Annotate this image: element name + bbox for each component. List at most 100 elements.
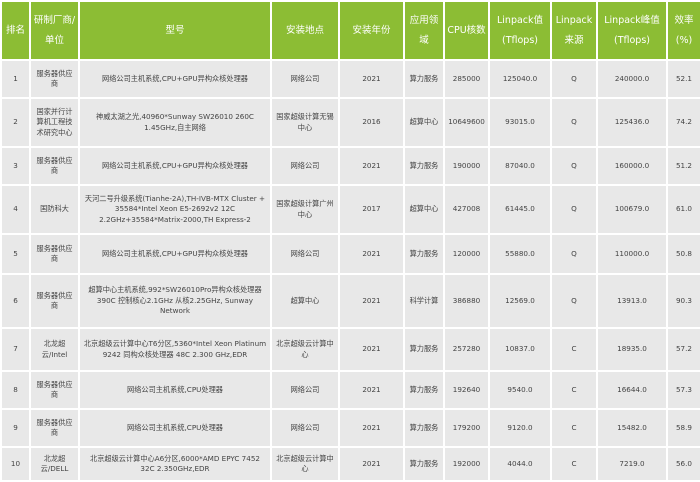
header-year: 安装年份: [338, 0, 405, 61]
cell-model: 网络公司主机系统,CPU+GPU异构众核处理器: [78, 233, 272, 275]
cell-linpack-source: Q: [550, 59, 598, 99]
cell-rank: 3: [0, 146, 31, 186]
header-cpu-cores: CPU核数: [443, 0, 490, 61]
cell-rank: 9: [0, 408, 31, 448]
cell-model: 天河二号升级系统(Tianhe-2A),TH-IVB-MTX Cluster +…: [78, 184, 272, 235]
header-field: 应用领域: [403, 0, 445, 61]
cell-efficiency: 56.0: [666, 446, 700, 482]
cell-field: 算力服务: [403, 59, 445, 99]
cell-efficiency: 52.1: [666, 59, 700, 99]
cell-linpack-source: C: [550, 327, 598, 372]
cell-cpu-cores: 386880: [443, 273, 490, 329]
cell-linpack-peak: 240000.0: [596, 59, 668, 99]
header-model: 型号: [78, 0, 272, 61]
cell-efficiency: 57.3: [666, 370, 700, 410]
cell-rank: 10: [0, 446, 31, 482]
cell-rank: 1: [0, 59, 31, 99]
cell-field: 算力服务: [403, 446, 445, 482]
cell-rank: 6: [0, 273, 31, 329]
cell-linpack-peak: 13913.0: [596, 273, 668, 329]
cell-linpack-source: C: [550, 446, 598, 482]
cell-rank: 7: [0, 327, 31, 372]
cell-cpu-cores: 179200: [443, 408, 490, 448]
table-row: 10 北龙超云/DELL 北京超级云计算中心A6分区,6000*AMD EPYC 7…: [0, 446, 700, 482]
cell-efficiency: 61.0: [666, 184, 700, 235]
cell-model: 北京超级云计算中心T6分区,5360*Intel Xeon Platinum 9…: [78, 327, 272, 372]
cell-vendor: 服务器供应商: [29, 370, 80, 410]
table-row: 8 服务器供应商 网络公司主机系统,CPU处理器 网络公司 2021 算力服务 192640…: [0, 370, 700, 410]
cell-linpack-source: Q: [550, 184, 598, 235]
cell-year: 2021: [338, 408, 405, 448]
cell-field: 算力服务: [403, 146, 445, 186]
cell-year: 2021: [338, 446, 405, 482]
table-row: 7 北龙超云/Intel 北京超级云计算中心T6分区,5360*Intel Xeon…: [0, 327, 700, 372]
cell-cpu-cores: 285000: [443, 59, 490, 99]
cell-linpack: 4044.0: [488, 446, 552, 482]
cell-field: 算力服务: [403, 233, 445, 275]
header-efficiency: 效率(%): [666, 0, 700, 61]
cell-cpu-cores: 257280: [443, 327, 490, 372]
cell-linpack-peak: 18935.0: [596, 327, 668, 372]
cell-linpack-source: C: [550, 370, 598, 410]
header-row: 排名 研制厂商/单位 型号 安装地点 安装年份 应用领域 CPU核数 Linpack值(Tfl…: [0, 0, 700, 61]
table-row: 4 国防科大 天河二号升级系统(Tianhe-2A),TH-IVB-MTX Clus…: [0, 184, 700, 235]
cell-vendor: 服务器供应商: [29, 146, 80, 186]
cell-location: 北京超级云计算中心: [270, 327, 340, 372]
header-location: 安装地点: [270, 0, 340, 61]
cell-linpack: 55880.0: [488, 233, 552, 275]
table-row: 1 服务器供应商 网络公司主机系统,CPU+GPU异构众核处理器 网络公司 2021 算力…: [0, 59, 700, 99]
table-row: 6 服务器供应商 超算中心主机系统,992*SW26010Pro异构众核处理器 39…: [0, 273, 700, 329]
cell-rank: 2: [0, 97, 31, 148]
cell-model: 超算中心主机系统,992*SW26010Pro异构众核处理器 390C 控制核心…: [78, 273, 272, 329]
cell-efficiency: 51.2: [666, 146, 700, 186]
cell-year: 2021: [338, 146, 405, 186]
cell-linpack: 87040.0: [488, 146, 552, 186]
cell-linpack-peak: 125436.0: [596, 97, 668, 148]
cell-cpu-cores: 120000: [443, 233, 490, 275]
cell-year: 2021: [338, 273, 405, 329]
cell-linpack-peak: 15482.0: [596, 408, 668, 448]
cell-rank: 8: [0, 370, 31, 410]
cell-vendor: 国防科大: [29, 184, 80, 235]
cell-field: 科学计算: [403, 273, 445, 329]
cell-model: 北京超级云计算中心A6分区,6000*AMD EPYC 7452 32C 2.3…: [78, 446, 272, 482]
cell-location: 超算中心: [270, 273, 340, 329]
cell-field: 超算中心: [403, 184, 445, 235]
cell-year: 2021: [338, 59, 405, 99]
cell-cpu-cores: 192640: [443, 370, 490, 410]
cell-linpack-peak: 160000.0: [596, 146, 668, 186]
cell-location: 网络公司: [270, 146, 340, 186]
header-linpack: Linpack值(Tflops): [488, 0, 552, 61]
cell-vendor: 北龙超云/DELL: [29, 446, 80, 482]
cell-linpack: 9540.0: [488, 370, 552, 410]
cell-model: 网络公司主机系统,CPU处理器: [78, 408, 272, 448]
cell-location: 网络公司: [270, 59, 340, 99]
table-row: 2 国家并行计算机工程技术研究中心 神威太湖之光,40960*Sunway SW26…: [0, 97, 700, 148]
cell-year: 2021: [338, 233, 405, 275]
cell-field: 算力服务: [403, 408, 445, 448]
cell-linpack: 10837.0: [488, 327, 552, 372]
cell-linpack: 125040.0: [488, 59, 552, 99]
cell-cpu-cores: 10649600: [443, 97, 490, 148]
cell-linpack: 93015.0: [488, 97, 552, 148]
cell-linpack-peak: 110000.0: [596, 233, 668, 275]
cell-linpack-source: Q: [550, 146, 598, 186]
cell-efficiency: 74.2: [666, 97, 700, 148]
header-linpack-peak: Linpack峰值(Tflops): [596, 0, 668, 61]
cell-rank: 4: [0, 184, 31, 235]
cell-linpack-source: Q: [550, 97, 598, 148]
table-row: 3 服务器供应商 网络公司主机系统,CPU+GPU异构众核处理器 网络公司 2021 算力…: [0, 146, 700, 186]
cell-location: 网络公司: [270, 233, 340, 275]
cell-field: 算力服务: [403, 327, 445, 372]
cell-model: 神威太湖之光,40960*Sunway SW26010 260C 1.45GHz…: [78, 97, 272, 148]
cell-location: 国家超级计算广州中心: [270, 184, 340, 235]
cell-linpack-peak: 16644.0: [596, 370, 668, 410]
cell-location: 网络公司: [270, 408, 340, 448]
cell-linpack-peak: 7219.0: [596, 446, 668, 482]
cell-cpu-cores: 192000: [443, 446, 490, 482]
cell-linpack: 9120.0: [488, 408, 552, 448]
header-linpack-source: Linpack来源: [550, 0, 598, 61]
cell-year: 2017: [338, 184, 405, 235]
cell-vendor: 服务器供应商: [29, 59, 80, 99]
